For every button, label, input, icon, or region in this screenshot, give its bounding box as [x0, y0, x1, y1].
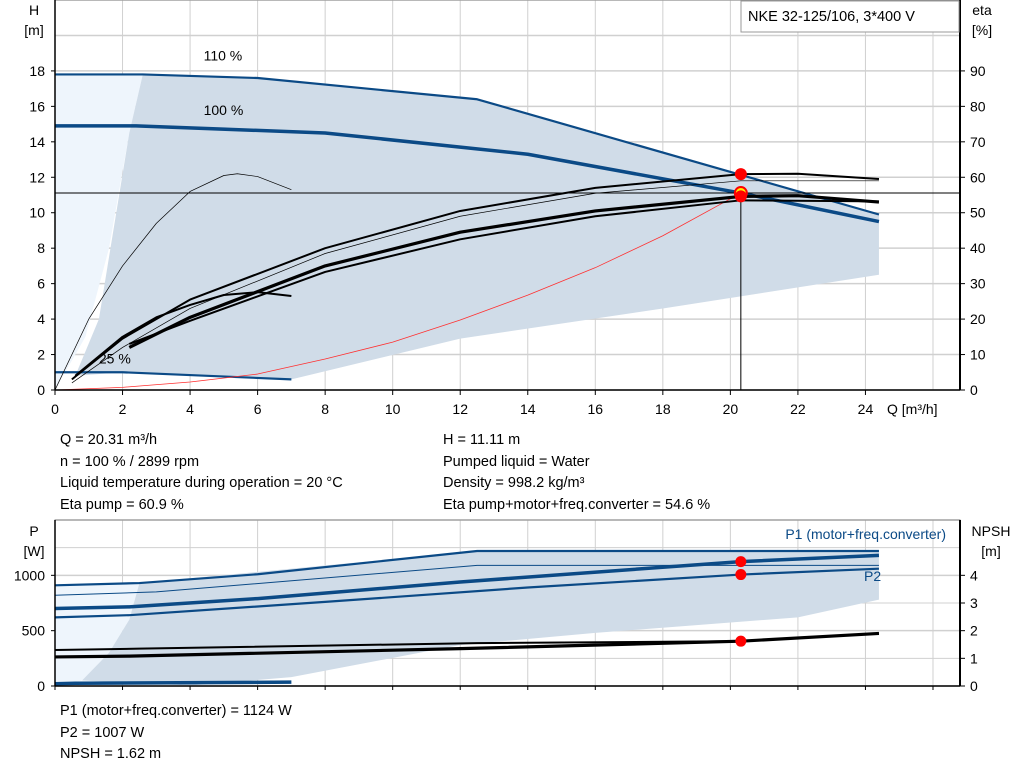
tick-label-left: 1000	[14, 567, 45, 583]
speed-label: 110 %	[204, 47, 243, 63]
tick-label-x: 12	[452, 401, 468, 417]
tick-label-right: 2	[970, 623, 978, 639]
tick-label-left: 6	[37, 276, 45, 292]
tick-label-left: 2	[37, 347, 45, 363]
tick-label-x: 16	[588, 401, 604, 417]
tick-label-x: 6	[254, 401, 262, 417]
tick-label-left: 18	[29, 63, 45, 79]
tick-label-right: 70	[970, 134, 986, 150]
y-label-right: [m]	[981, 543, 1000, 559]
tick-label-x: 4	[186, 401, 194, 417]
y-label-left: H	[29, 2, 39, 18]
series-system	[54, 192, 742, 391]
y-label-right: eta	[972, 2, 992, 18]
tick-label-right: 10	[970, 347, 986, 363]
tick-label-left: 8	[37, 240, 45, 256]
eta-pump-readout: Eta pump = 60.9 %	[60, 496, 184, 513]
tick-label-right: 50	[970, 205, 986, 221]
duty-point-p1	[735, 556, 747, 568]
speed-readout: n = 100 % / 2899 rpm	[60, 453, 200, 470]
series-eta-pump	[71, 172, 880, 381]
y-label-right: [%]	[972, 22, 992, 38]
series-h-100-	[55, 124, 880, 224]
p1-readout: P1 (motor+freq.converter) = 1124 W	[60, 703, 292, 719]
speed-label: 100 %	[204, 102, 244, 118]
tick-label-right: 90	[970, 63, 986, 79]
series-h-110-	[55, 73, 880, 216]
tick-label-x: 0	[51, 401, 59, 417]
tick-label-left: 0	[37, 678, 45, 694]
series-p-25-	[54, 680, 292, 686]
readout-right: H = 11.11 m Pumped liquid = Water Densit…	[443, 430, 710, 516]
series-p2	[54, 567, 880, 619]
tick-label-right: 1	[970, 650, 978, 666]
series-eta-total	[128, 194, 880, 349]
npsh-readout: NPSH = 1.62 m	[60, 746, 162, 762]
x-label: Q [m³/h]	[887, 401, 938, 417]
tick-label-right: 0	[970, 678, 978, 694]
temperature-readout: Liquid temperature during operation = 20…	[60, 475, 343, 491]
duty-point-npsh	[735, 635, 747, 647]
p2-readout: P2 = 1007 W	[60, 724, 145, 741]
tick-label-left: 12	[29, 169, 45, 185]
operating-range-band	[75, 74, 879, 380]
y-label-left: P	[29, 523, 38, 539]
head-readout: H = 11.11 m	[443, 432, 521, 448]
liquid-readout: Pumped liquid = Water	[443, 453, 590, 470]
duty-point-eta-pump	[734, 168, 747, 181]
tick-label-right: 4	[970, 567, 978, 583]
tick-label-x: 14	[520, 401, 536, 417]
tick-label-left: 14	[29, 134, 45, 150]
series-eta-low	[54, 173, 292, 391]
tick-label-x: 18	[655, 401, 671, 417]
readout-left: Q = 20.31 m³/h n = 100 % / 2899 rpm Liqu…	[60, 430, 343, 516]
tick-label-right: 80	[970, 98, 986, 114]
tick-label-x: 24	[858, 401, 874, 417]
tick-label-x: 10	[385, 401, 401, 417]
duty-point-eta-total	[734, 190, 747, 203]
y-label-left: [m]	[24, 22, 43, 38]
tick-label-x: 22	[790, 401, 806, 417]
tick-label-right: 20	[970, 311, 986, 327]
legend-p2: P2	[864, 568, 881, 584]
y-label-right: NPSH	[972, 523, 1011, 539]
tick-label-right: 30	[970, 276, 986, 292]
chart-title: NKE 32-125/106, 3*400 V	[748, 9, 915, 25]
y-label-left: [W]	[24, 543, 45, 559]
tick-label-right: 40	[970, 240, 986, 256]
readout-power: P1 (motor+freq.converter) = 1124 W P2 = …	[60, 701, 292, 766]
series-npsh	[54, 631, 880, 659]
series-eta-pump-100-thin	[71, 180, 879, 384]
duty-point-p2	[735, 569, 747, 581]
speed-label: 25 %	[99, 350, 131, 366]
tick-label-x: 20	[723, 401, 739, 417]
tick-label-left: 4	[37, 311, 45, 327]
operating-range-band	[55, 74, 143, 391]
legend-p1: P1 (motor+freq.converter)	[785, 526, 946, 542]
tick-label-right: 3	[970, 595, 978, 611]
eta-total-readout: Eta pump+motor+freq.converter = 54.6 %	[443, 496, 711, 513]
title-box	[740, 0, 960, 33]
tick-label-right: 60	[970, 169, 986, 185]
density-readout: Density = 998.2 kg/m³	[443, 475, 585, 491]
tick-label-left: 16	[29, 98, 45, 114]
flow-readout: Q = 20.31 m³/h	[60, 432, 158, 448]
tick-label-left: 10	[29, 205, 45, 221]
tick-label-left: 0	[37, 382, 45, 398]
tick-label-left: 500	[22, 623, 46, 639]
operating-range-band	[82, 550, 879, 686]
tick-label-x: 2	[119, 401, 127, 417]
series-p1-motor-freq-converter-	[54, 553, 880, 611]
tick-label-right: 0	[970, 382, 978, 398]
series-p1-110-	[54, 549, 879, 587]
tick-label-x: 8	[321, 401, 329, 417]
